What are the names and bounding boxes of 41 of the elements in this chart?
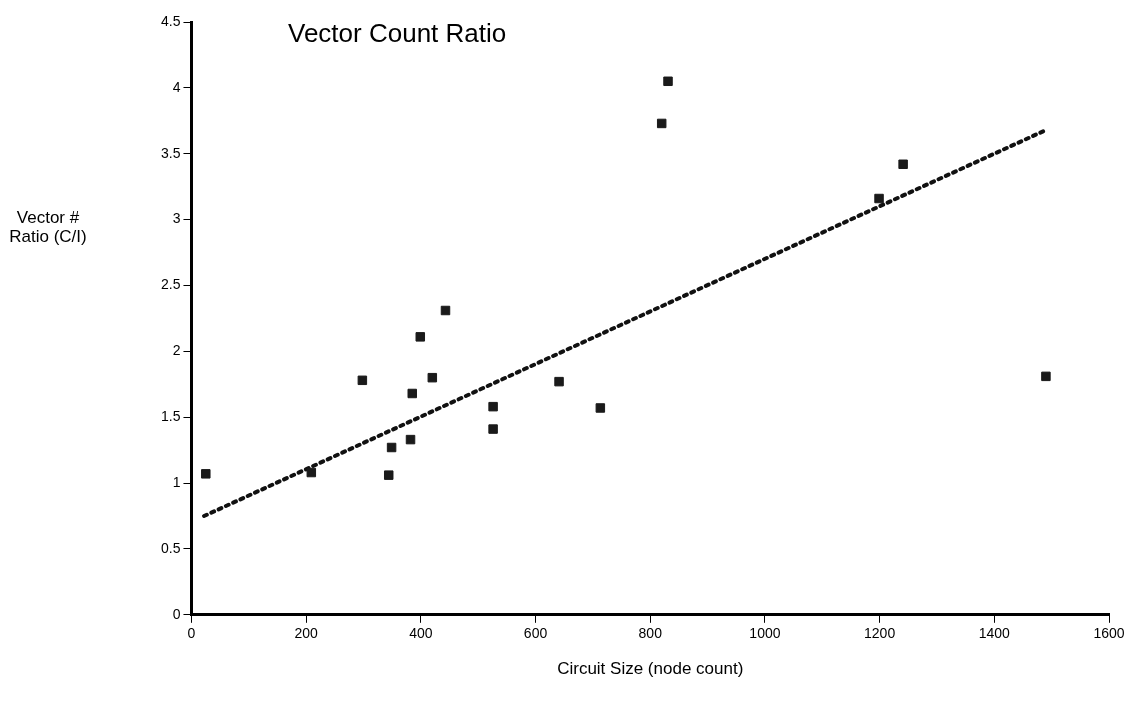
- y-tick-label: 0.5: [160, 539, 181, 556]
- point: [595, 403, 606, 413]
- y-tick-label: 1.5: [160, 408, 181, 425]
- y-tick-label: 4.5: [160, 12, 181, 29]
- point: [440, 305, 451, 316]
- point: [874, 193, 884, 204]
- chart-title: Vector Count Ratio: [288, 18, 507, 49]
- point: [201, 469, 211, 479]
- x-tick-label: 1400: [978, 625, 1011, 642]
- point: [407, 388, 417, 399]
- x-tick-label: 1600: [1093, 625, 1125, 642]
- x-axis-title: Circuit Size (node count): [557, 659, 744, 679]
- point: [357, 375, 368, 386]
- y-tick-label: 3.5: [160, 144, 181, 161]
- point: [427, 372, 438, 383]
- point: [383, 470, 394, 480]
- x-tick-label: 200: [294, 625, 319, 642]
- point: [415, 332, 426, 342]
- point: [898, 159, 908, 170]
- y-axis-title: Vector # Ratio (C/I): [8, 208, 88, 246]
- point: [488, 401, 498, 412]
- x-tick-label: 800: [638, 625, 663, 642]
- x-tick-label: 600: [523, 625, 548, 642]
- point: [488, 424, 498, 434]
- y-tick-label: 2.5: [160, 276, 181, 293]
- y-tick-label: 0: [172, 605, 181, 622]
- x-tick-label: 0: [187, 625, 196, 642]
- point: [405, 434, 416, 445]
- point: [386, 442, 397, 453]
- point: [663, 76, 673, 87]
- x-tick-label: 1000: [749, 625, 781, 642]
- point: [1041, 371, 1051, 382]
- x-tick-label: 1200: [864, 625, 896, 642]
- y-tick-label: 3: [172, 210, 181, 227]
- y-tick-label: 1: [172, 473, 181, 490]
- x-tick-label: 400: [409, 625, 433, 642]
- point: [306, 467, 317, 478]
- point: [656, 118, 667, 129]
- point: [554, 376, 564, 387]
- y-tick-label: 4: [172, 78, 181, 95]
- y-tick-label: 2: [172, 342, 181, 359]
